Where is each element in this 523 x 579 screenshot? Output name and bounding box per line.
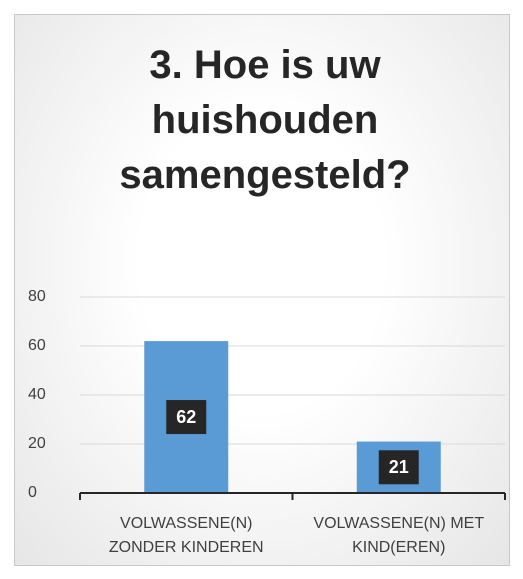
y-tick-label: 20 bbox=[28, 435, 46, 452]
y-tick-label: 40 bbox=[28, 386, 46, 403]
data-label: 21 bbox=[389, 457, 409, 477]
chart-title: 3. Hoe is uw huishouden samengesteld? bbox=[119, 43, 411, 197]
data-label: 62 bbox=[176, 407, 196, 427]
y-tick-label: 80 bbox=[28, 288, 46, 305]
x-tick-label: VOLWASSENE(N) MET KIND(EREN) bbox=[313, 515, 485, 556]
x-tick-label: VOLWASSENE(N) ZONDER KINDEREN bbox=[108, 515, 264, 556]
data-label-box bbox=[166, 400, 207, 435]
y-tick-label: 60 bbox=[28, 337, 46, 354]
y-tick-label: 0 bbox=[28, 484, 37, 501]
data-label-box bbox=[378, 450, 419, 485]
